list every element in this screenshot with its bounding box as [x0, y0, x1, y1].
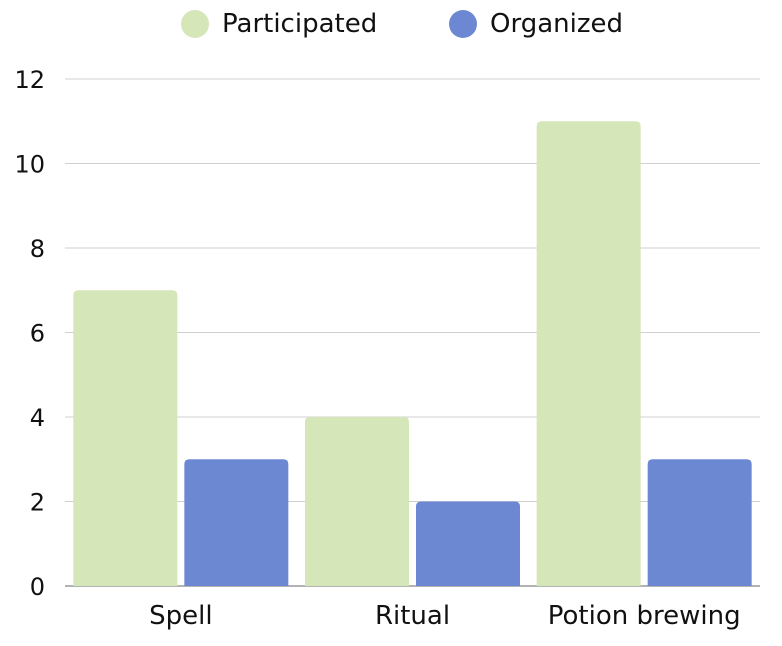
bar-participated-spell: [73, 290, 178, 586]
gridlines: [65, 78, 760, 587]
x-category-label: Potion brewing: [548, 601, 741, 631]
y-tick-label: 2: [30, 489, 45, 517]
legend-label-organized: Organized: [490, 9, 623, 39]
y-tick-label: 0: [30, 573, 45, 601]
y-tick-label: 12: [14, 66, 45, 94]
bar-organized-spell: [184, 459, 289, 586]
legend-swatch-organized: [449, 10, 477, 38]
bars: [73, 121, 752, 586]
bar-organized-ritual: [416, 501, 520, 586]
y-tick-label: 6: [30, 320, 45, 348]
legend-label-participated: Participated: [222, 9, 377, 39]
x-axis: Spell Ritual Potion brewing: [149, 601, 740, 631]
bar-organized-potion-brewing: [647, 459, 752, 586]
y-tick-label: 10: [14, 151, 45, 179]
x-category-label: Spell: [149, 601, 212, 631]
y-tick-label: 4: [30, 404, 45, 432]
legend: Participated Organized: [181, 9, 623, 39]
x-category-label: Ritual: [375, 601, 450, 631]
y-axis: 0 2 4 6 8 10 12: [14, 66, 45, 601]
bar-participated-potion-brewing: [536, 121, 641, 586]
bar-participated-ritual: [305, 417, 409, 586]
legend-swatch-participated: [181, 10, 209, 38]
y-tick-label: 8: [30, 235, 45, 263]
